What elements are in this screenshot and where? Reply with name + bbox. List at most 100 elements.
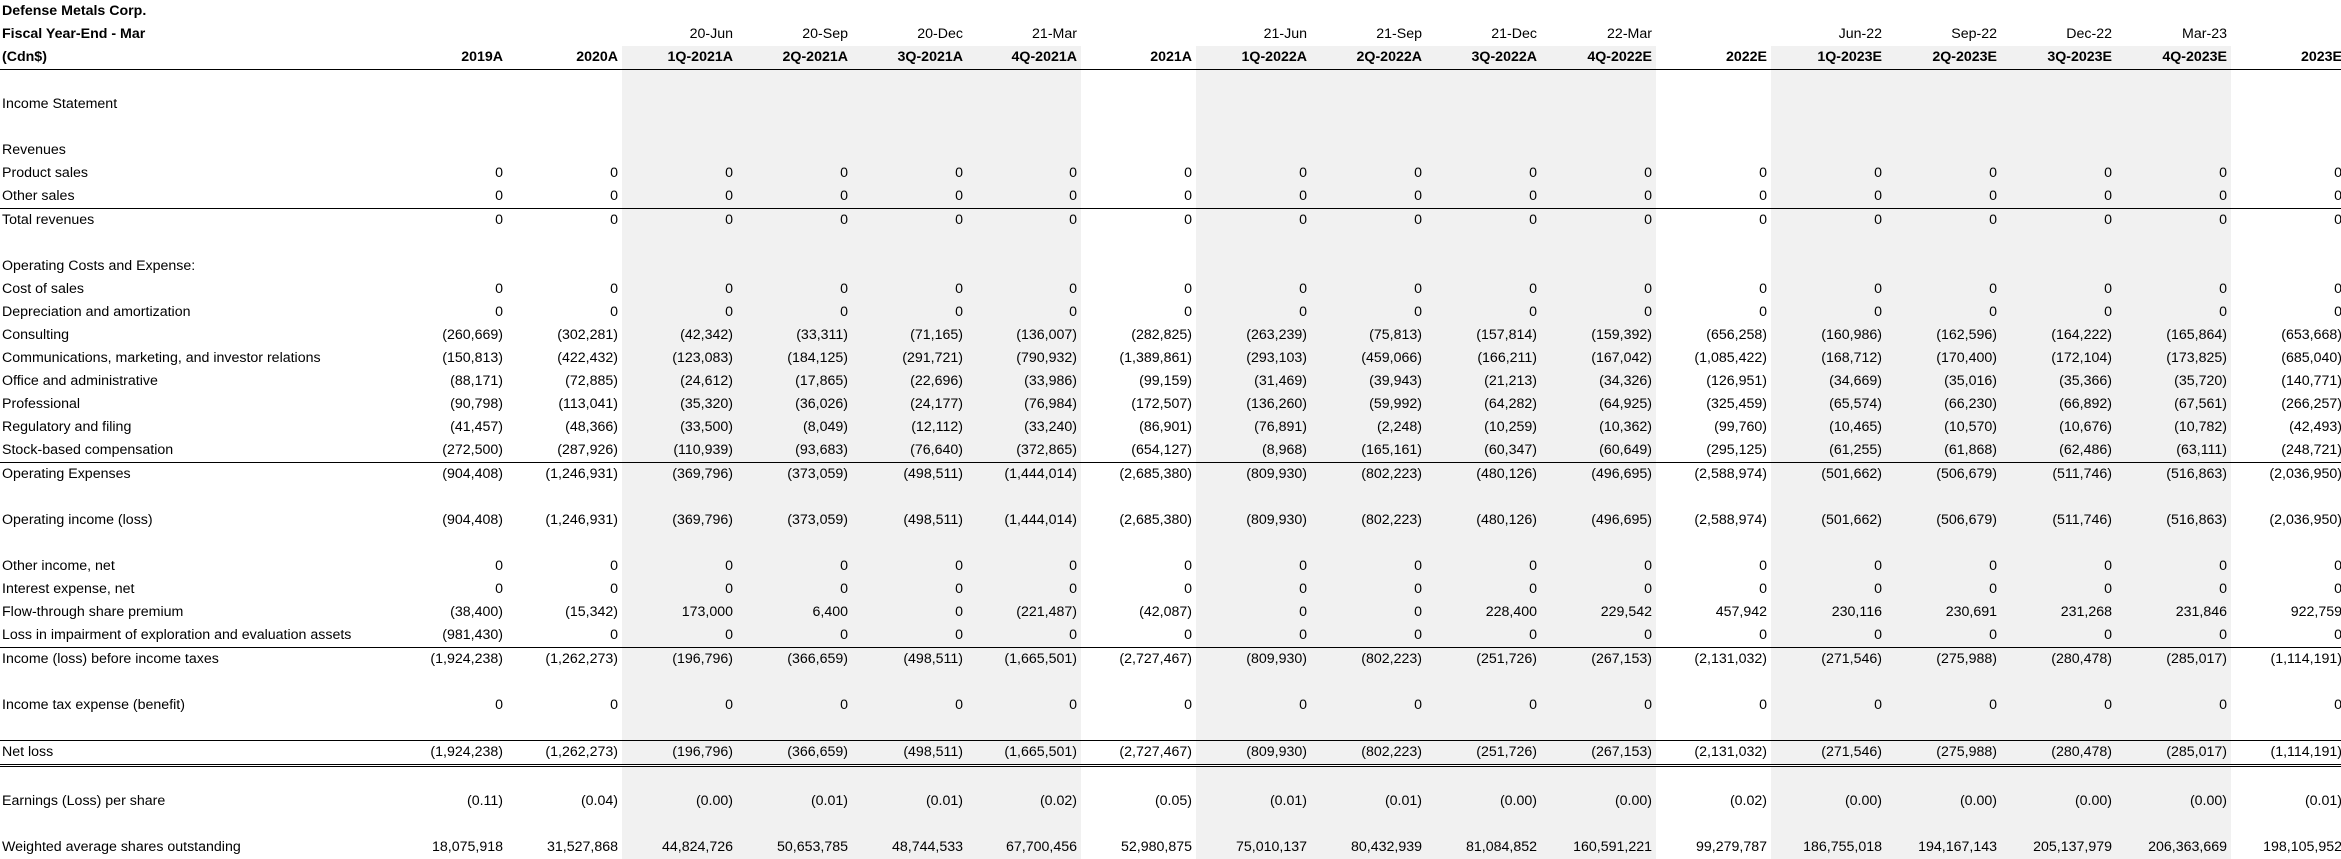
- value-cell: 52,980,875: [1081, 836, 1196, 859]
- value-cell: (99,760): [1656, 416, 1771, 439]
- value-cell: 0: [622, 694, 737, 717]
- value-cell: [1656, 486, 1771, 509]
- value-cell: (31,469): [1196, 370, 1311, 393]
- value-cell: [1541, 232, 1656, 255]
- value-cell: [1541, 671, 1656, 694]
- value-cell: 0: [2231, 624, 2341, 648]
- value-cell: [967, 93, 1081, 116]
- value-cell: (480,126): [1426, 509, 1541, 532]
- value-cell: 0: [2231, 162, 2341, 185]
- value-cell: (267,153): [1541, 648, 1656, 672]
- value-cell: (271,546): [1771, 648, 1886, 672]
- spacer-row: [0, 671, 2341, 694]
- value-cell: (60,347): [1426, 439, 1541, 463]
- value-cell: [1196, 232, 1311, 255]
- line-item-row: Consulting(260,669)(302,281)(42,342)(33,…: [0, 324, 2341, 347]
- value-cell: 0: [1886, 185, 2001, 209]
- value-cell: [737, 232, 852, 255]
- value-cell: 0: [622, 624, 737, 648]
- value-cell: (0.00): [622, 790, 737, 813]
- header-row-company: Defense Metals Corp.: [0, 0, 2341, 23]
- value-cell: 0: [1311, 624, 1426, 648]
- value-cell: (76,891): [1196, 416, 1311, 439]
- value-cell: (33,311): [737, 324, 852, 347]
- value-cell: 0: [1656, 624, 1771, 648]
- value-cell: [1426, 139, 1541, 162]
- value-cell: (790,932): [967, 347, 1081, 370]
- value-cell: [1196, 486, 1311, 509]
- value-cell: (1,262,273): [507, 648, 622, 672]
- value-cell: (184,125): [737, 347, 852, 370]
- value-cell: (266,257): [2231, 393, 2341, 416]
- value-cell: (809,930): [1196, 648, 1311, 672]
- value-cell: [407, 766, 507, 791]
- value-cell: [1771, 766, 1886, 791]
- value-cell: 0: [852, 555, 967, 578]
- value-cell: [407, 116, 507, 139]
- value-cell: (656,258): [1656, 324, 1771, 347]
- value-cell: 0: [1771, 694, 1886, 717]
- value-cell: [1081, 70, 1196, 94]
- value-cell: [1426, 671, 1541, 694]
- value-cell: [1771, 93, 1886, 116]
- value-cell: [507, 116, 622, 139]
- value-cell: 0: [407, 578, 507, 601]
- value-cell: 0: [1656, 301, 1771, 324]
- value-cell: [1196, 532, 1311, 555]
- value-cell: [1196, 766, 1311, 791]
- value-cell: [507, 766, 622, 791]
- value-cell: 0: [1656, 694, 1771, 717]
- value-cell: [1656, 139, 1771, 162]
- value-cell: (285,017): [2116, 741, 2231, 766]
- value-cell: (516,863): [2116, 463, 2231, 487]
- row-label: Cost of sales: [0, 278, 407, 301]
- period-label-header: 1Q-2021A: [622, 46, 737, 70]
- value-cell: (126,951): [1656, 370, 1771, 393]
- row-label: Income Statement: [0, 93, 407, 116]
- value-cell: [1541, 486, 1656, 509]
- value-cell: (251,726): [1426, 741, 1541, 766]
- value-cell: [2116, 766, 2231, 791]
- value-cell: (66,230): [1886, 393, 2001, 416]
- value-cell: 81,084,852: [1426, 836, 1541, 859]
- value-cell: (271,546): [1771, 741, 1886, 766]
- value-cell: (280,478): [2001, 741, 2116, 766]
- value-cell: 0: [1196, 555, 1311, 578]
- value-cell: (498,511): [852, 741, 967, 766]
- period-label-header: 2020A: [507, 46, 622, 70]
- value-cell: 231,846: [2116, 601, 2231, 624]
- value-cell: (373,059): [737, 463, 852, 487]
- value-cell: (459,066): [1311, 347, 1426, 370]
- value-cell: [1196, 139, 1311, 162]
- value-cell: (170,400): [1886, 347, 2001, 370]
- value-cell: (1,246,931): [507, 463, 622, 487]
- row-label: Office and administrative: [0, 370, 407, 393]
- value-cell: (33,240): [967, 416, 1081, 439]
- value-cell: [1081, 671, 1196, 694]
- value-cell: 50,653,785: [737, 836, 852, 859]
- value-cell: (0.02): [1656, 790, 1771, 813]
- value-cell: (12,112): [852, 416, 967, 439]
- row-label: Operating Expenses: [0, 463, 407, 487]
- value-cell: 0: [1081, 209, 1196, 233]
- value-cell: [1886, 232, 2001, 255]
- value-cell: (10,570): [1886, 416, 2001, 439]
- value-cell: 0: [2116, 185, 2231, 209]
- period-label-header: 2Q-2022A: [1311, 46, 1426, 70]
- value-cell: [1771, 671, 1886, 694]
- period-date-header: Mar-23: [2116, 23, 2231, 46]
- value-cell: 0: [852, 624, 967, 648]
- value-cell: 0: [2001, 185, 2116, 209]
- value-cell: 0: [2001, 278, 2116, 301]
- value-cell: [1081, 139, 1196, 162]
- value-cell: (248,721): [2231, 439, 2341, 463]
- value-cell: [852, 486, 967, 509]
- value-cell: (86,901): [1081, 416, 1196, 439]
- value-cell: [2001, 717, 2116, 741]
- value-cell: (2,131,032): [1656, 741, 1771, 766]
- value-cell: [1886, 255, 2001, 278]
- value-cell: 0: [407, 301, 507, 324]
- value-cell: [1886, 70, 2001, 94]
- value-cell: (1,665,501): [967, 648, 1081, 672]
